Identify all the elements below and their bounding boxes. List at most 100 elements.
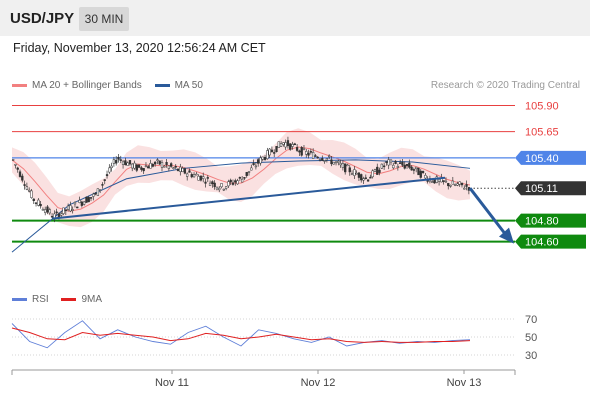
- candle-body: [417, 167, 420, 176]
- candle-body: [30, 190, 33, 198]
- level-tag-label-105.11: 105.11: [525, 183, 558, 195]
- candle-body: [364, 177, 367, 179]
- candle-body: [325, 158, 329, 161]
- candle-body: [311, 152, 315, 159]
- candle-body: [190, 174, 193, 178]
- candle-body: [135, 164, 138, 171]
- candle-body: [376, 166, 379, 175]
- candle-body: [165, 162, 168, 166]
- candle-body: [382, 165, 386, 168]
- ma50-line: [11, 159, 471, 253]
- candle-body: [18, 171, 22, 177]
- candle-body: [144, 165, 148, 168]
- candle-body: [449, 185, 452, 187]
- candle-body: [179, 166, 182, 172]
- candle-body: [334, 161, 338, 164]
- candle-body: [186, 173, 189, 177]
- candle-body: [399, 162, 402, 164]
- candle-body: [92, 193, 95, 197]
- candle-body: [247, 171, 251, 173]
- candle-body: [21, 175, 24, 181]
- candle-body: [231, 182, 235, 185]
- candle-body: [204, 181, 207, 184]
- candle-body: [273, 152, 276, 154]
- candle-body: [121, 161, 125, 165]
- legend-ma9: 9MA: [61, 294, 102, 305]
- candle-body: [218, 187, 221, 191]
- timeframe-button[interactable]: 30 MIN: [79, 7, 129, 31]
- candle-body: [188, 170, 191, 173]
- candle-body: [437, 179, 441, 182]
- candle-body: [153, 161, 157, 165]
- candle-body: [259, 157, 262, 164]
- credit-text: Research © 2020 Trading Central: [430, 80, 580, 91]
- rsi-tick-30: 30: [525, 350, 537, 362]
- forecast-arrow-line: [468, 187, 510, 239]
- candle-body: [460, 182, 464, 186]
- level-tag-104.80: [515, 213, 586, 228]
- candle-body: [172, 167, 175, 169]
- candle-body: [110, 165, 113, 169]
- candle-body: [156, 159, 159, 161]
- candle-body: [257, 159, 260, 164]
- candle-body: [73, 201, 77, 205]
- candle-body: [240, 178, 244, 183]
- candle-body: [424, 175, 427, 179]
- ma20-line: [11, 146, 471, 212]
- candle-body: [167, 165, 171, 169]
- candle-body: [286, 140, 290, 147]
- candle-body: [442, 180, 445, 182]
- candle-body: [405, 164, 409, 166]
- candle-body: [245, 172, 248, 176]
- candle-body: [463, 187, 466, 190]
- candle-body: [34, 202, 38, 204]
- main-legend: MA 20 + Bollinger Bands MA 50: [12, 80, 213, 91]
- legend-ma50-label: MA 50: [174, 80, 203, 91]
- candle-body: [147, 166, 150, 169]
- candle-body: [332, 161, 335, 165]
- candle-body: [403, 164, 406, 169]
- candle-body: [48, 209, 51, 214]
- candle-body: [66, 205, 70, 210]
- candles-group: [11, 136, 471, 223]
- candle-body: [46, 206, 49, 213]
- candle-body: [447, 183, 450, 187]
- candle-body: [195, 173, 198, 176]
- candle-body: [16, 167, 19, 170]
- candle-body: [213, 182, 216, 188]
- level-tag-105.11: [515, 181, 586, 196]
- candle-body: [261, 156, 264, 160]
- legend-ma20: MA 20 + Bollinger Bands: [12, 80, 142, 91]
- level-tag-label-104.80: 104.80: [525, 216, 559, 228]
- candle-body: [105, 174, 109, 177]
- candle-body: [99, 189, 102, 191]
- candle-body: [243, 177, 246, 179]
- candle-body: [279, 143, 283, 147]
- trendline: [51, 176, 446, 220]
- timestamp: Friday, November 13, 2020 12:56:24 AM CE…: [13, 41, 266, 55]
- candle-body: [140, 167, 143, 170]
- candle-body: [128, 160, 132, 165]
- candle-body: [133, 162, 136, 169]
- candle-body: [355, 172, 358, 175]
- candle-body: [170, 163, 173, 167]
- candle-body: [268, 148, 271, 156]
- level-tag-label-104.60: 104.60: [525, 237, 559, 249]
- candle-body: [28, 189, 31, 192]
- candle-body: [330, 159, 333, 165]
- rsi-legend: RSI 9MA: [12, 294, 112, 305]
- candle-body: [115, 159, 118, 164]
- ma9-swatch: [61, 297, 77, 301]
- candle-body: [348, 167, 351, 173]
- candle-body: [227, 181, 230, 187]
- candle-body: [174, 166, 177, 168]
- candle-body: [220, 183, 223, 188]
- candle-body: [396, 166, 400, 168]
- candle-body: [229, 179, 232, 183]
- candle-body: [380, 163, 383, 169]
- candle-body: [197, 175, 200, 181]
- candle-body: [401, 162, 404, 166]
- rsi-series-9MA: [11, 327, 471, 343]
- candle-body: [307, 152, 310, 156]
